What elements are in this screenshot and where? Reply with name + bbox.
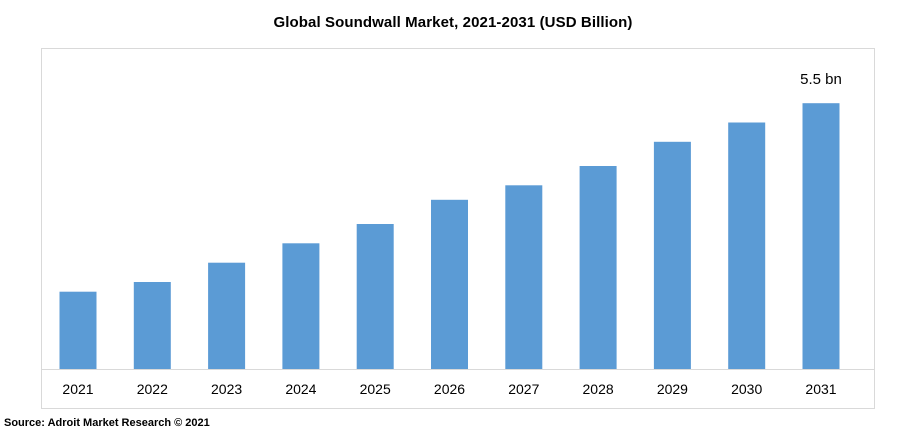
x-tick-label-2023: 2023 [211, 381, 242, 397]
data-label-2031: 5.5 bn [800, 71, 842, 88]
bar-2028 [579, 166, 617, 369]
x-tick-label-2027: 2027 [508, 381, 539, 397]
x-tick-label-2021: 2021 [62, 381, 93, 397]
bar-2022 [133, 282, 171, 369]
x-tick-label-2031: 2031 [805, 381, 836, 397]
bar-2024 [282, 243, 320, 369]
bar-2027 [505, 185, 543, 369]
x-tick-label-2029: 2029 [657, 381, 688, 397]
x-tick-label-2028: 2028 [583, 381, 614, 397]
bar-2021 [59, 291, 97, 369]
bar-2029 [653, 141, 691, 369]
source-note: Source: Adroit Market Research © 2021 [4, 417, 210, 429]
plot-area-frame [41, 48, 875, 409]
bar-2030 [728, 122, 766, 369]
x-tick-label-2022: 2022 [137, 381, 168, 397]
x-tick-label-2030: 2030 [731, 381, 762, 397]
bar-2025 [356, 224, 394, 369]
bar-2031 [802, 103, 840, 369]
bar-2023 [208, 262, 246, 369]
chart-title: Global Soundwall Market, 2021-2031 (USD … [273, 14, 633, 31]
x-tick-label-2025: 2025 [360, 381, 391, 397]
x-tick-label-2026: 2026 [434, 381, 465, 397]
x-tick-label-2024: 2024 [285, 381, 316, 397]
bar-2026 [431, 199, 468, 369]
